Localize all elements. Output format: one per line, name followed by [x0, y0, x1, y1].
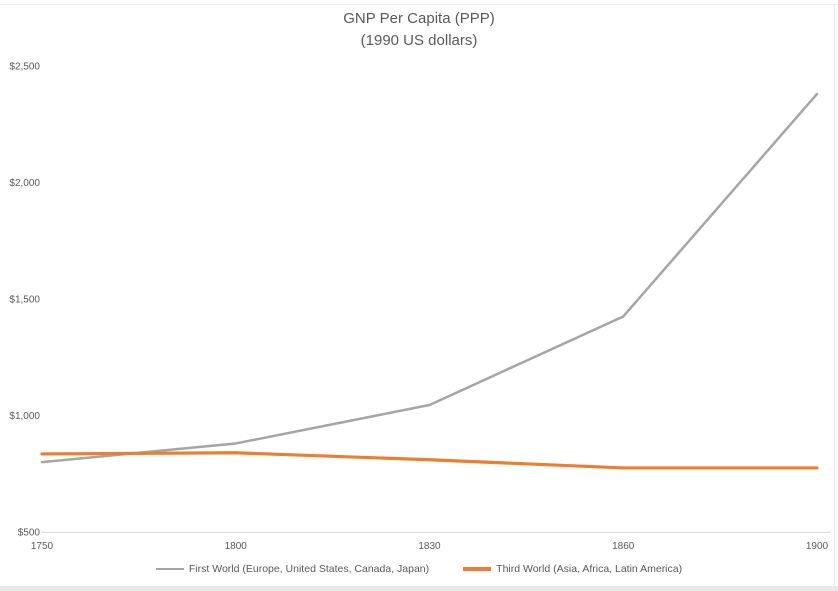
y-axis-label: $2,000	[9, 178, 40, 189]
chart-title-line2: (1990 US dollars)	[360, 32, 478, 49]
y-axis-label: $500	[18, 528, 41, 539]
first-world-line-swatch	[155, 567, 184, 571]
x-axis-label: 1750	[31, 541, 54, 552]
legend-item-first-world[interactable]: First World (Europe, United States, Cana…	[155, 563, 430, 575]
x-axis-label: 1860	[612, 541, 635, 552]
x-axis-label: 1830	[418, 541, 441, 552]
y-axis-label: $1,000	[9, 411, 40, 422]
x-axis-label: 1900	[806, 541, 829, 552]
top-border-line	[0, 4, 838, 5]
y-axis-label: $2,500	[9, 62, 40, 73]
third-world-line-swatch	[463, 567, 492, 571]
series-line-third-world[interactable]	[40, 451, 819, 470]
chart-title-line1: GNP Per Capita (PPP)	[343, 10, 495, 27]
bottom-border-line	[0, 586, 838, 591]
series-line-first-world[interactable]	[40, 92, 819, 464]
legend-label-first-world: First World (Europe, United States, Cana…	[188, 563, 430, 575]
chart-legend: First World (Europe, United States, Cana…	[0, 563, 838, 575]
chart-title: GNP Per Capita (PPP) (1990 US dollars)	[0, 8, 838, 52]
legend-item-third-world[interactable]: Third World (Asia, Africa, Latin America…	[463, 563, 682, 575]
right-border-line	[834, 4, 835, 586]
x-axis-label: 1800	[225, 541, 248, 552]
y-axis-label: $1,500	[9, 295, 40, 306]
legend-label-third-world: Third World (Asia, Africa, Latin America…	[496, 563, 683, 575]
